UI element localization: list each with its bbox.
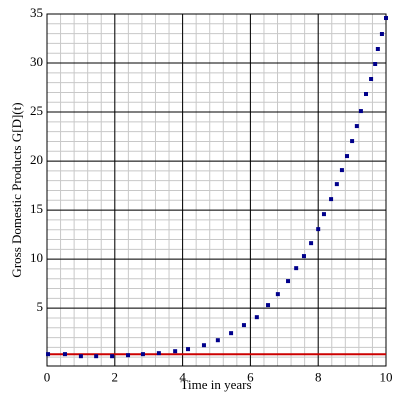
data-point (46, 352, 51, 357)
data-point (339, 168, 344, 173)
data-point (78, 354, 83, 359)
data-point (215, 338, 220, 343)
x-tick-label: 0 (44, 370, 51, 385)
data-point (254, 315, 259, 320)
x-tick-label: 2 (112, 370, 119, 385)
data-point (369, 77, 374, 82)
data-point (384, 16, 388, 21)
data-point (140, 352, 145, 357)
data-point (275, 292, 280, 297)
data-point (316, 227, 321, 232)
data-point (334, 182, 339, 187)
data-point (321, 212, 326, 217)
data-point (309, 241, 314, 246)
plot-frame (46, 13, 387, 367)
data-point (345, 154, 350, 159)
y-tick-label: 30 (30, 54, 43, 69)
y-tick-label: 15 (30, 201, 43, 216)
data-point (354, 124, 359, 129)
data-point (373, 62, 378, 67)
data-point (186, 347, 191, 352)
data-point (94, 354, 99, 359)
data-point (286, 279, 291, 284)
data-point (62, 352, 67, 357)
data-point (375, 47, 380, 52)
data-point (229, 331, 234, 336)
x-tick-label: 10 (380, 370, 393, 385)
data-point (110, 354, 115, 359)
y-axis-label: Gross Domestic Products G[D](t) (9, 102, 24, 277)
data-point (294, 266, 299, 271)
data-point (350, 139, 355, 144)
y-tick-label: 35 (30, 5, 43, 20)
data-point (173, 349, 178, 354)
data-point (241, 323, 246, 328)
data-point (358, 109, 363, 114)
x-tick-label: 8 (315, 370, 322, 385)
data-point (379, 32, 384, 37)
data-point (301, 254, 306, 259)
x-tick-label: 6 (247, 370, 254, 385)
data-point (156, 351, 161, 356)
y-tick-label: 20 (30, 152, 43, 167)
data-point (363, 92, 368, 97)
y-tick-label: 25 (30, 103, 43, 118)
x-tick-label: 4 (179, 370, 186, 385)
data-point (126, 353, 131, 358)
y-tick-label: 10 (30, 250, 43, 265)
y-tick-label: 5 (37, 299, 44, 314)
data-point (266, 303, 271, 308)
data-point (329, 197, 334, 202)
x-axis-label: Time in years (180, 377, 251, 392)
data-point (201, 343, 206, 348)
